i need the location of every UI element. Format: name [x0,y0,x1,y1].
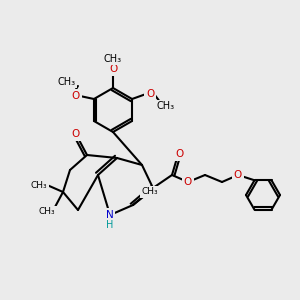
Text: CH₃: CH₃ [39,208,55,217]
Text: N: N [106,210,114,220]
Text: O: O [234,170,242,180]
Text: O: O [146,89,154,99]
Text: O: O [109,64,117,74]
Text: CH₃: CH₃ [104,54,122,64]
Text: O: O [184,177,192,187]
Text: CH₃: CH₃ [58,77,76,87]
Text: O: O [72,91,80,101]
Text: CH₃: CH₃ [31,181,47,190]
Text: O: O [71,129,79,139]
Text: CH₃: CH₃ [142,188,158,196]
Text: CH₃: CH₃ [157,101,175,111]
Text: O: O [175,149,183,159]
Text: H: H [106,220,114,230]
